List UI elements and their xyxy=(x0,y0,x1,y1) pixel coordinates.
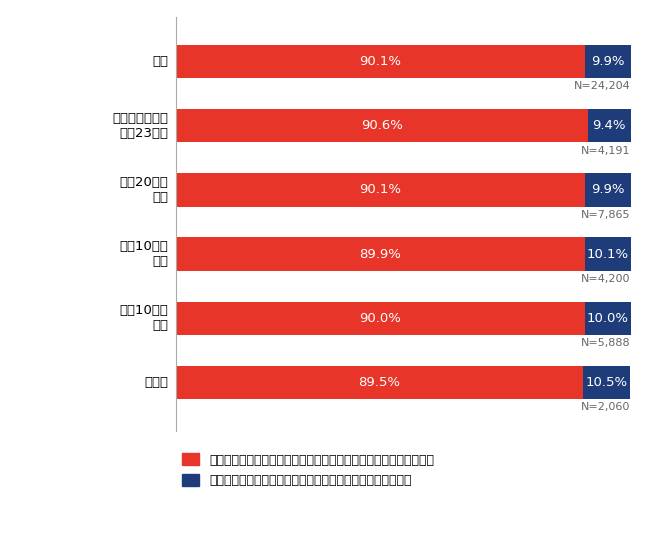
Bar xyxy=(176,173,586,206)
Bar xyxy=(586,45,630,78)
Text: 90.1%: 90.1% xyxy=(359,183,402,197)
Bar xyxy=(176,301,585,335)
Bar xyxy=(176,109,588,142)
Text: N=5,888: N=5,888 xyxy=(581,338,630,348)
Text: N=4,200: N=4,200 xyxy=(581,274,630,284)
Bar xyxy=(584,237,630,270)
Text: 90.6%: 90.6% xyxy=(361,119,402,132)
Bar xyxy=(585,301,630,335)
Legend: ポイント還元事業終了後も、キャッシュレス支払いを利用している, ポイント還元事業終了後は、キャッシュレス支払いをやめた: ポイント還元事業終了後も、キャッシュレス支払いを利用している, ポイント還元事業… xyxy=(182,453,434,487)
Bar xyxy=(176,45,586,78)
Text: 9.4%: 9.4% xyxy=(592,119,626,132)
Bar xyxy=(176,366,582,399)
Text: 90.1%: 90.1% xyxy=(359,55,402,68)
Bar xyxy=(586,173,630,206)
Text: 10.1%: 10.1% xyxy=(586,247,629,261)
Bar xyxy=(582,366,630,399)
Text: 89.5%: 89.5% xyxy=(358,376,400,389)
Text: 9.9%: 9.9% xyxy=(592,183,625,197)
Bar xyxy=(588,109,630,142)
Text: 89.9%: 89.9% xyxy=(359,247,401,261)
Text: 9.9%: 9.9% xyxy=(592,55,625,68)
Text: 10.0%: 10.0% xyxy=(587,312,629,325)
Text: N=4,191: N=4,191 xyxy=(581,146,630,156)
Text: N=24,204: N=24,204 xyxy=(574,81,630,92)
Text: N=2,060: N=2,060 xyxy=(581,402,630,412)
Bar xyxy=(176,237,584,270)
Text: N=7,865: N=7,865 xyxy=(581,210,630,220)
Text: 10.5%: 10.5% xyxy=(586,376,628,389)
Text: 90.0%: 90.0% xyxy=(359,312,401,325)
